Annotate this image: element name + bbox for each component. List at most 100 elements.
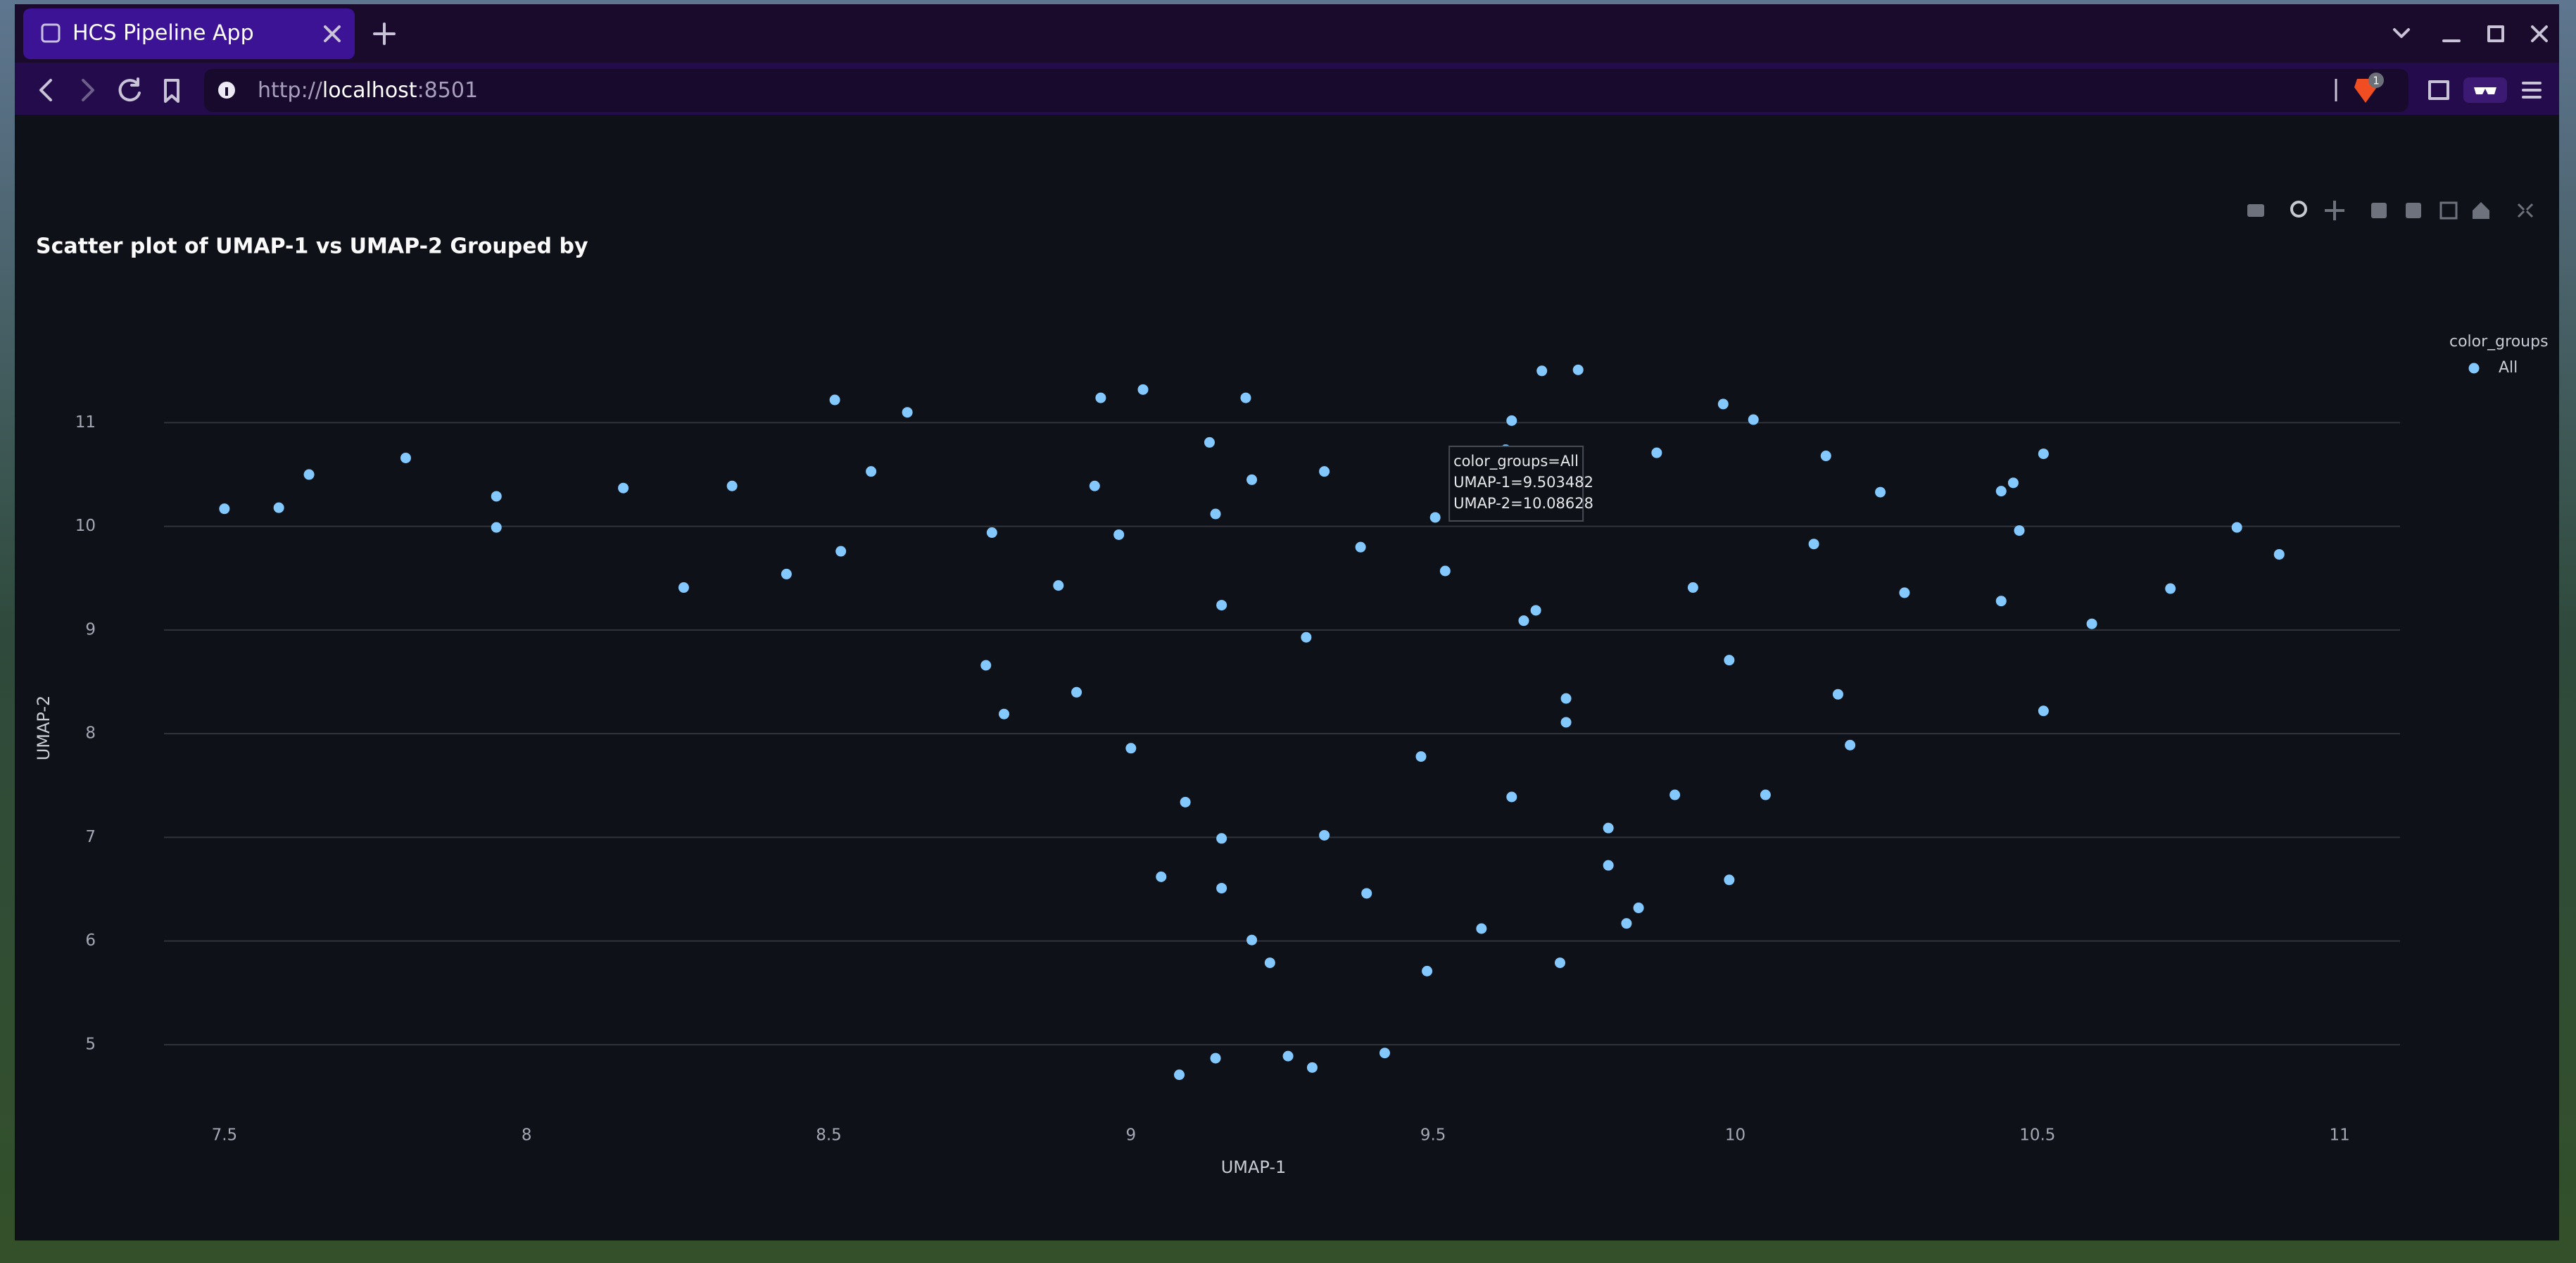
- scatter-point[interactable]: [1429, 512, 1441, 523]
- scatter-point[interactable]: [1246, 474, 1258, 485]
- back-button[interactable]: [39, 79, 52, 101]
- scatter-point[interactable]: [781, 568, 792, 579]
- legend-marker[interactable]: [2468, 363, 2480, 374]
- scatter-point[interactable]: [1717, 398, 1729, 410]
- scatter-point[interactable]: [1113, 529, 1125, 540]
- scatter-point[interactable]: [1361, 888, 1372, 899]
- scatter-point[interactable]: [1651, 447, 1662, 458]
- scatter-point[interactable]: [1518, 615, 1529, 627]
- scatter-point[interactable]: [491, 522, 502, 533]
- close-window[interactable]: [2531, 25, 2548, 42]
- scatter-point[interactable]: [273, 502, 284, 513]
- scatter-point[interactable]: [2038, 705, 2049, 717]
- scatter-point[interactable]: [1089, 480, 1100, 491]
- scatter-point[interactable]: [1306, 1062, 1318, 1073]
- scatter-point[interactable]: [1603, 860, 1614, 871]
- scatter-point[interactable]: [1355, 541, 1366, 553]
- scatter-point[interactable]: [1832, 689, 1843, 700]
- tab-close[interactable]: [324, 25, 341, 42]
- scatter-point[interactable]: [835, 546, 847, 557]
- scatter-point[interactable]: [1216, 883, 1227, 894]
- scatter-point[interactable]: [1216, 833, 1227, 844]
- scatter-point[interactable]: [1603, 822, 1614, 834]
- pan-button[interactable]: [2325, 201, 2344, 220]
- scatter-point[interactable]: [1174, 1069, 1185, 1081]
- scatter-point[interactable]: [1216, 600, 1227, 611]
- scatter-point[interactable]: [1506, 415, 1517, 426]
- scatter-point[interactable]: [1554, 957, 1565, 969]
- scatter-point[interactable]: [1572, 364, 1584, 375]
- scatter-point[interactable]: [1319, 466, 1330, 477]
- scatter-point[interactable]: [1530, 605, 1541, 616]
- scatter-point[interactable]: [1379, 1048, 1390, 1059]
- scatter-point[interactable]: [1422, 965, 1433, 976]
- scatter-point[interactable]: [1264, 957, 1275, 969]
- scatter-point[interactable]: [618, 482, 629, 494]
- scatter-point[interactable]: [2007, 477, 2019, 489]
- scatter-point[interactable]: [400, 453, 411, 464]
- scatter-point[interactable]: [1687, 582, 1698, 593]
- scatter-point[interactable]: [1095, 392, 1106, 403]
- scatter-point[interactable]: [902, 407, 913, 418]
- tab-search[interactable]: [2393, 28, 2410, 38]
- autoscale-button[interactable]: [2439, 201, 2458, 220]
- scatter-point[interactable]: [219, 503, 230, 515]
- scatter-point[interactable]: [1875, 486, 1886, 498]
- tab[interactable]: [23, 8, 355, 59]
- scatter-point[interactable]: [1995, 486, 2007, 497]
- maximize[interactable]: [2487, 25, 2504, 42]
- address-bar[interactable]: [204, 69, 2408, 112]
- scatter-point[interactable]: [1760, 789, 1771, 800]
- scatter-point[interactable]: [1319, 829, 1330, 841]
- scatter-point[interactable]: [980, 660, 992, 671]
- scatter-point[interactable]: [2086, 618, 2097, 629]
- scatter-point[interactable]: [1560, 693, 1572, 704]
- forward-button[interactable]: [82, 79, 94, 101]
- scatter-point[interactable]: [1748, 414, 1759, 425]
- scatter-point[interactable]: [829, 394, 840, 406]
- scatter-point[interactable]: [1282, 1050, 1294, 1062]
- scatter-point[interactable]: [303, 469, 315, 480]
- wallet-button[interactable]: [2463, 77, 2507, 103]
- scatter-point[interactable]: [1621, 918, 1632, 929]
- scatter-point[interactable]: [491, 491, 502, 502]
- scatter-point[interactable]: [678, 582, 689, 593]
- scatter-point[interactable]: [1808, 539, 1819, 550]
- scatter-point[interactable]: [1536, 365, 1548, 377]
- scatter-point[interactable]: [1180, 796, 1191, 808]
- scatter-point[interactable]: [1415, 751, 1427, 762]
- zoom-button[interactable]: [2290, 201, 2307, 218]
- scatter-point[interactable]: [1845, 739, 1856, 750]
- sidebar-button[interactable]: [2428, 80, 2449, 100]
- legend-label[interactable]: All: [2499, 359, 2518, 377]
- fullscreen-button[interactable]: [2517, 203, 2534, 218]
- scatter-point[interactable]: [1439, 565, 1451, 577]
- scatter-point[interactable]: [999, 708, 1010, 720]
- scatter-point[interactable]: [2231, 522, 2242, 533]
- scatter-point[interactable]: [1560, 717, 1572, 728]
- scatter-point[interactable]: [1506, 791, 1517, 803]
- scatter-point[interactable]: [1137, 384, 1149, 395]
- scatter-point[interactable]: [1053, 580, 1064, 591]
- scatter-point[interactable]: [2014, 525, 2025, 536]
- scatter-point[interactable]: [1246, 934, 1258, 945]
- scatter-point[interactable]: [2273, 548, 2285, 560]
- scatter-point[interactable]: [1899, 587, 1910, 598]
- reset-button[interactable]: [2473, 202, 2489, 219]
- scatter-point[interactable]: [1633, 903, 1644, 914]
- scatter-point[interactable]: [866, 466, 877, 477]
- scatter-point[interactable]: [1669, 789, 1681, 800]
- scatter-point[interactable]: [1125, 743, 1137, 754]
- reload-button[interactable]: [118, 77, 141, 102]
- scatter-point[interactable]: [1301, 632, 1312, 643]
- scatter-point[interactable]: [726, 480, 738, 491]
- zoom-out-button[interactable]: [2406, 203, 2421, 218]
- scatter-point[interactable]: [2038, 448, 2049, 460]
- scatter-point[interactable]: [1240, 392, 1251, 403]
- scatter-point[interactable]: [1724, 874, 1735, 886]
- new-tab[interactable]: [373, 23, 396, 45]
- scatter-point[interactable]: [1995, 596, 2007, 607]
- scatter-point[interactable]: [986, 527, 997, 539]
- scatter-point[interactable]: [1724, 655, 1735, 666]
- scatter-point[interactable]: [1476, 923, 1487, 934]
